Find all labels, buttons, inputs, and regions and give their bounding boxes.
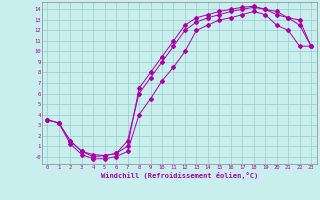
X-axis label: Windchill (Refroidissement éolien,°C): Windchill (Refroidissement éolien,°C) xyxy=(100,172,258,179)
